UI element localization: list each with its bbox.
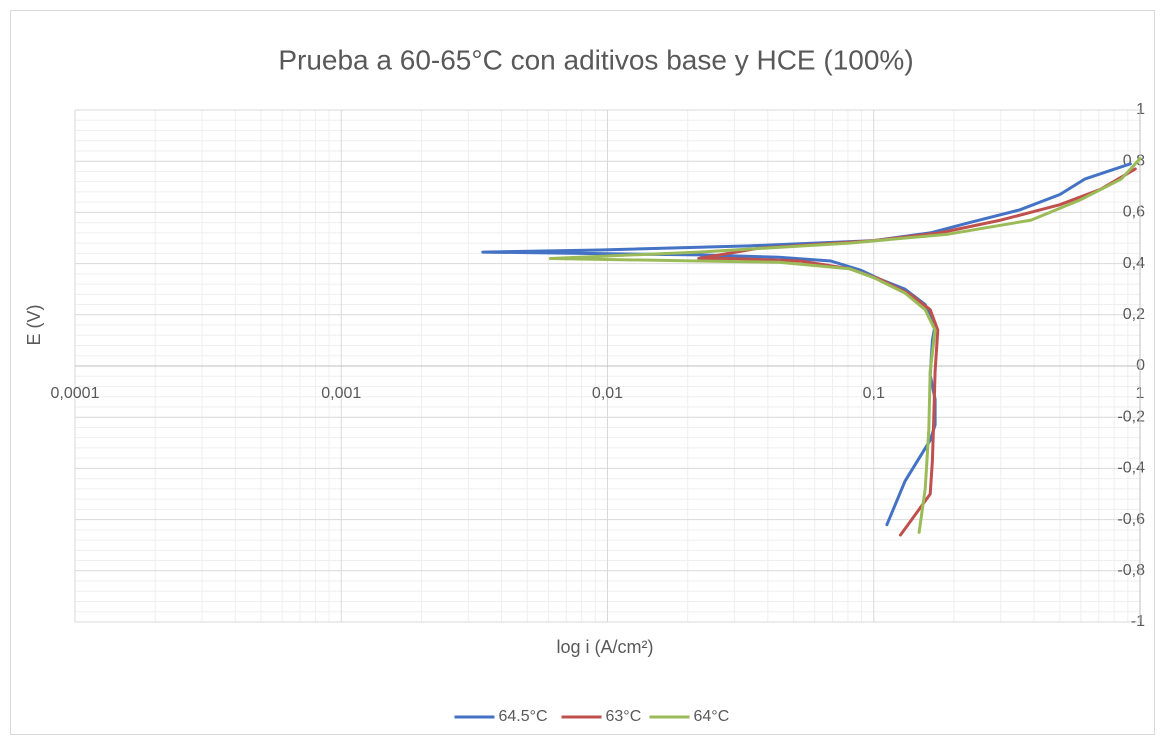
chart-title: Prueba a 60-65°C con aditivos base y HCE…: [278, 44, 913, 75]
chart-frame: [10, 10, 1155, 735]
y-tick-label: 1: [1136, 101, 1145, 118]
x-tick-label: 0,0001: [51, 385, 100, 402]
y-axis-label: E (V): [24, 304, 44, 345]
legend-label: 64°C: [694, 708, 730, 725]
data-line: [548, 157, 1142, 534]
y-tick-label: 0,4: [1123, 255, 1145, 272]
y-tick-label: 0,6: [1123, 204, 1145, 221]
legend-label: 63°C: [606, 708, 642, 725]
y-tick-label: -0,6: [1117, 511, 1145, 528]
x-axis-label: log i (A/cm²): [556, 637, 653, 657]
y-tick-label: 0,2: [1123, 306, 1145, 323]
y-tick-label: -0,2: [1117, 408, 1145, 425]
x-tick-label: 0,001: [321, 385, 361, 402]
y-tick-label: -0,4: [1117, 460, 1145, 477]
y-tick-label: -0,8: [1117, 562, 1145, 579]
y-tick-label: -1: [1131, 613, 1145, 630]
legend-label: 64.5°C: [499, 708, 548, 725]
y-tick-label: 0: [1136, 357, 1145, 374]
x-tick-label: 0,1: [863, 385, 885, 402]
x-tick-label: 0,01: [592, 385, 623, 402]
